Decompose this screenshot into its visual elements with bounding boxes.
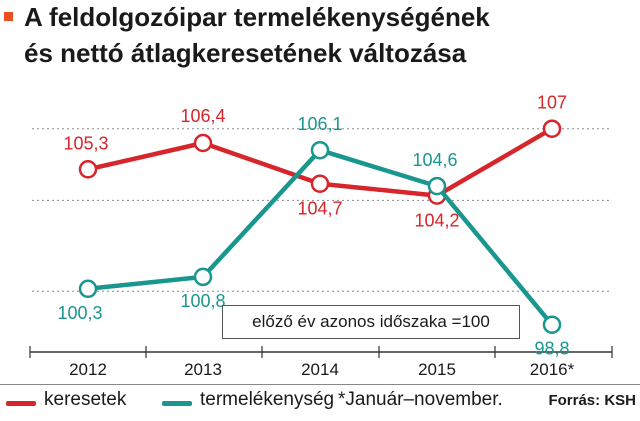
source-note: Forrás: KSH [548,392,636,409]
legend-swatch-termelekenyseg [162,401,192,406]
chart-title-line-1: A feldolgozóipar termelékenységének [24,2,490,32]
series-layer [78,119,562,334]
data-point-1 [542,315,562,334]
data-point-0 [193,133,213,153]
chart-title-line-2: és nettó átlagkeresetének változása [24,38,467,68]
data-label-1: 104,6 [412,150,457,170]
legend-label-termelekenyseg: termelékenység [200,389,335,410]
data-point-1 [193,267,213,287]
data-point-0 [78,160,98,179]
legend-label-keresetek: keresetek [44,389,127,410]
legend-footnote: *Január–november. [338,389,503,410]
data-label-0: 104,2 [414,211,459,231]
data-label-1: 98,8 [534,339,569,359]
gridlines [32,128,612,292]
data-label-0: 106,4 [180,106,225,126]
data-label-1: 100,3 [57,303,102,323]
data-point-1 [78,279,98,299]
data-labels: 105,3 106,4 104,7 104,2 107 100,3 100,8 106,1 10… [57,93,569,359]
x-axis: 2012 2013 2014 2015 2016* [29,346,613,379]
x-tick-label: 2015 [418,360,456,379]
data-point-1 [310,140,330,160]
x-tick-label: 2013 [184,360,222,379]
data-label-1: 106,1 [297,114,342,134]
data-point-1 [427,176,447,196]
base-note: előző év azonos időszaka =100 [222,305,520,339]
legend-swatch-keresetek [6,401,36,406]
data-point-0 [542,119,562,138]
data-label-0: 104,7 [297,199,342,219]
title-marker [4,12,13,21]
legend: keresetek termelékenység *Január–novembe… [0,384,640,421]
line-chart: 2012 2013 2014 2015 2016* 105,3 106,4 104,7 104… [29,93,613,379]
data-label-0: 107 [537,93,567,113]
x-tick-label: 2014 [301,360,339,379]
data-label-1: 100,8 [180,291,225,311]
data-point-0 [310,174,330,193]
x-tick-label: 2012 [69,360,107,379]
x-tick-label: 2016* [530,360,575,379]
data-label-0: 105,3 [63,133,108,153]
